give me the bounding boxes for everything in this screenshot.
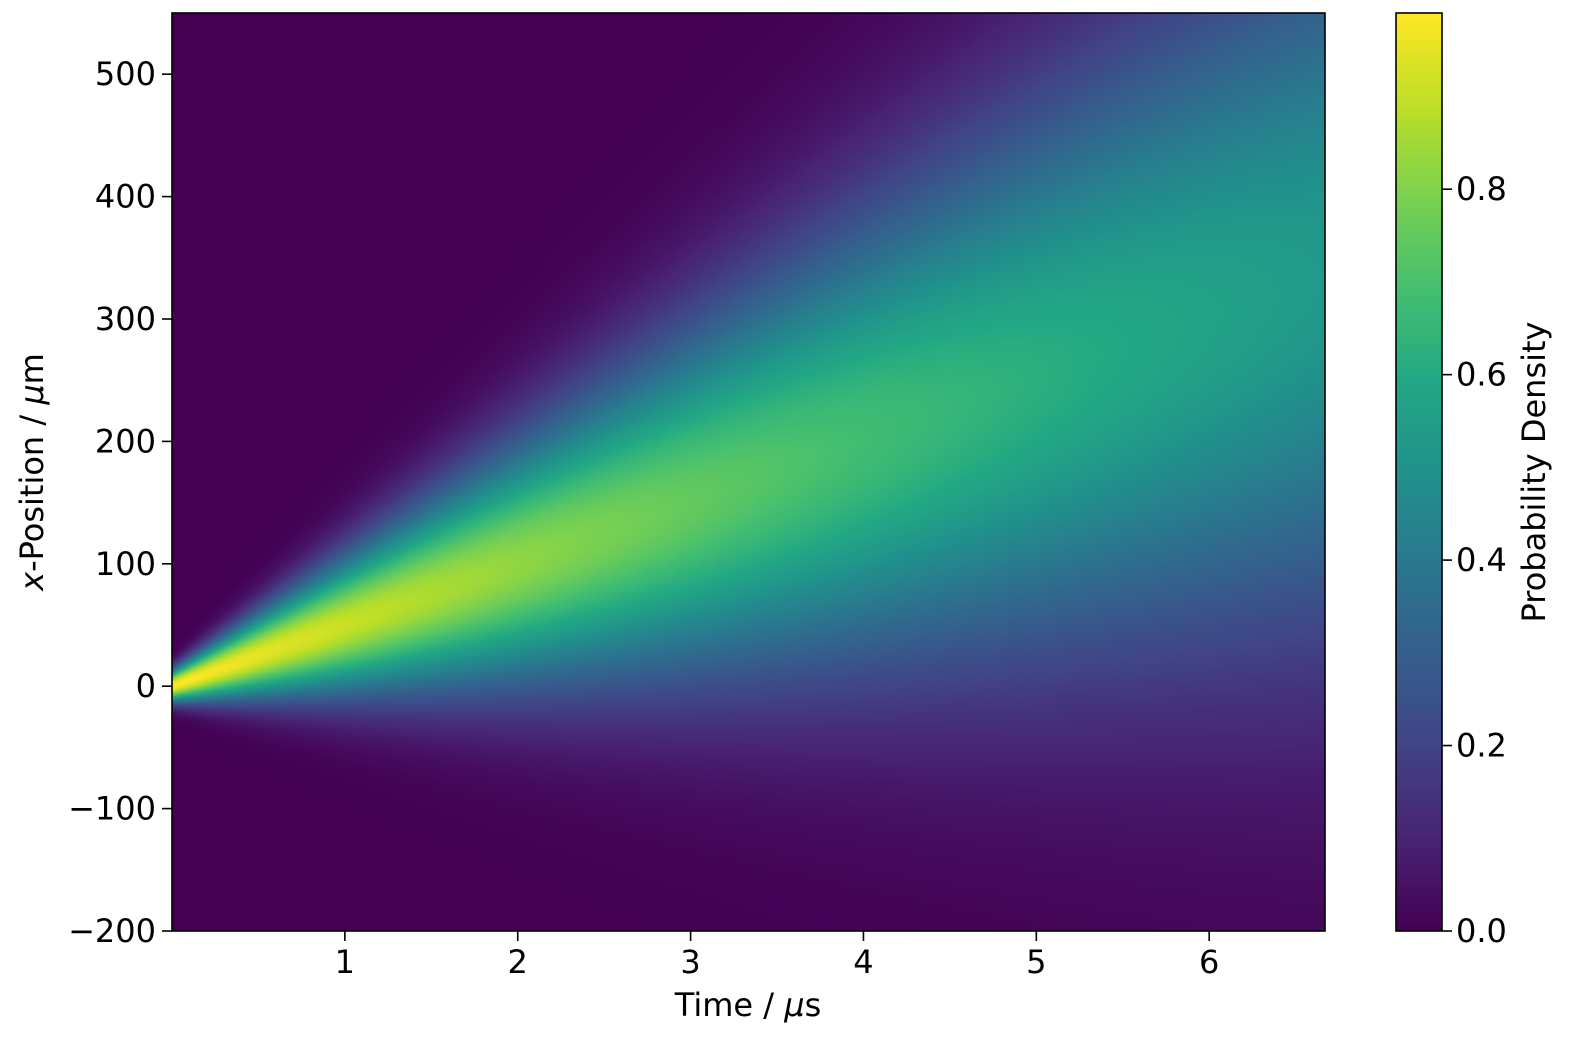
y-tick-label: 200 <box>95 422 156 460</box>
y-tick-label: 300 <box>95 300 156 338</box>
x-axis-label: Time / μs <box>674 986 821 1024</box>
heatmap-image <box>172 13 1325 931</box>
colorbar-label: Probability Density <box>1515 322 1553 623</box>
y-tick-label: 400 <box>95 178 156 216</box>
x-tick-label: 2 <box>508 943 528 981</box>
x-tick-label: 3 <box>680 943 700 981</box>
colorbar: 0.0 0.2 0.4 0.6 0.8 Probability Density <box>1395 12 1553 950</box>
y-tick-label: −100 <box>68 790 156 828</box>
y-axis-label: x-Position / μm <box>13 353 51 592</box>
colorbar-ticks: 0.0 0.2 0.4 0.6 0.8 <box>1442 170 1507 950</box>
colorbar-tick-label: 0.2 <box>1456 727 1507 765</box>
colorbar-gradient <box>1396 13 1442 931</box>
x-tick-label: 1 <box>335 943 355 981</box>
colorbar-tick-label: 0.0 <box>1456 912 1507 950</box>
plot-area <box>171 12 1326 932</box>
y-tick-label: 500 <box>95 55 156 93</box>
y-axis-ticks: −200 −100 0 100 200 300 400 500 <box>68 55 172 950</box>
colorbar-tick-label: 0.6 <box>1456 356 1507 394</box>
plot-frame <box>171 12 1326 932</box>
y-tick-label: 100 <box>95 545 156 583</box>
x-tick-label: 5 <box>1026 943 1046 981</box>
y-tick-label: −200 <box>68 912 156 950</box>
x-tick-label: 4 <box>853 943 873 981</box>
x-tick-label: 6 <box>1199 943 1219 981</box>
x-axis-ticks: 1 2 3 4 5 6 <box>335 931 1219 981</box>
colorbar-frame <box>1395 12 1443 932</box>
colorbar-tick-label: 0.8 <box>1456 170 1507 208</box>
colorbar-tick-label: 0.4 <box>1456 541 1507 579</box>
y-tick-label: 0 <box>136 667 156 705</box>
